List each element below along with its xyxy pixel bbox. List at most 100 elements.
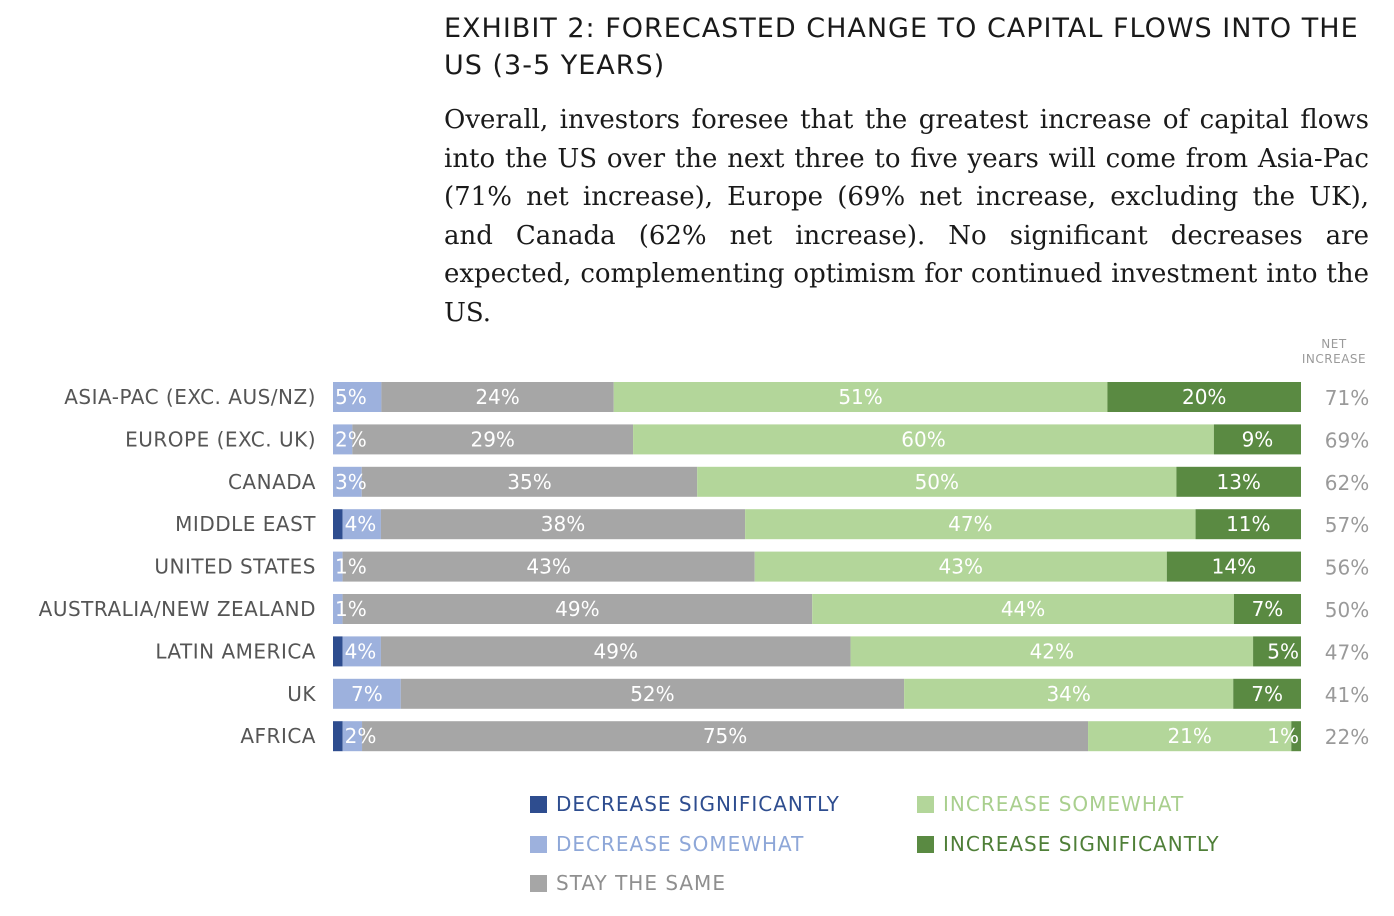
bar-segment-increase-somewhat [1088,721,1292,752]
bar-segment-stay-the-same [380,636,851,667]
bar-segment-decrease-somewhat [333,424,353,455]
data-label-increase-somewhat: 44% [1001,597,1045,621]
data-label-decrease-somewhat: 2% [345,724,377,748]
bar-segment-increase-somewhat [613,382,1108,412]
bar-segment-stay-the-same [361,466,698,497]
bar-segment-increase-significantly [1176,466,1301,497]
bar-segment-decrease-somewhat [333,594,343,624]
bar-segment-decrease-somewhat [333,551,343,582]
category-label: UK [287,682,316,706]
chart-title: EXHIBIT 2: FORECASTED CHANGE TO CAPITAL … [444,13,1359,81]
data-label-decrease-somewhat: 2% [335,427,367,451]
net-increase-value: 47% [1325,640,1369,664]
category-label: EUROPE (EXC. UK) [125,427,316,451]
net-increase-value: 41% [1325,683,1369,707]
net-increase-value: 50% [1325,598,1369,622]
bar-segment-increase-significantly [1195,509,1301,540]
data-label-increase-significantly: 14% [1212,555,1256,579]
data-label-decrease-somewhat: 1% [335,597,367,621]
category-label: AFRICA [240,724,316,748]
data-label-increase-significantly: 7% [1251,682,1283,706]
data-label-decrease-somewhat: 3% [335,470,367,494]
net-increase-value: 22% [1325,725,1369,749]
bar-segment-decrease-somewhat [342,721,363,752]
bar-segment-decrease-somewhat [333,382,382,412]
bar-segment-increase-somewhat [812,594,1234,624]
bar-segment-increase-somewhat [850,636,1254,667]
data-label-increase-somewhat: 43% [939,555,983,579]
bar-segment-decrease-somewhat [333,678,401,709]
data-label-increase-significantly: 20% [1182,385,1226,409]
data-label-increase-significantly: 5% [1267,639,1299,663]
legend-swatch-decrease-somewhat [530,835,547,853]
data-label-stay-the-same: 52% [630,682,674,706]
data-label-stay-the-same: 43% [526,555,570,579]
bar-segment-increase-somewhat [633,424,1214,455]
data-label-increase-somewhat: 42% [1030,639,1074,663]
data-label-increase-significantly: 7% [1252,597,1284,621]
bar-segment-increase-somewhat [697,466,1177,497]
data-label-stay-the-same: 75% [703,724,747,748]
category-label: MIDDLE EAST [175,512,316,536]
legend-label-increase-somewhat: INCREASE SOMEWHAT [943,792,1185,816]
data-label-stay-the-same: 24% [475,385,519,409]
bar-segment-stay-the-same [381,382,614,412]
data-label-increase-somewhat: 51% [838,385,882,409]
bar-segment-decrease-somewhat [333,466,362,497]
category-label: AUSTRALIA/NEW ZEALAND [39,597,316,621]
bar-segment-stay-the-same [400,678,905,709]
data-label-stay-the-same: 49% [594,639,638,663]
data-label-decrease-somewhat: 4% [345,512,377,536]
bar-segment-increase-significantly [1291,721,1301,752]
category-label: ASIA-PAC (EXC. AUS/NZ) [64,385,316,409]
bar-segment-increase-significantly [1166,551,1301,582]
data-label-increase-significantly: 1% [1267,724,1299,748]
data-label-increase-significantly: 9% [1242,427,1274,451]
data-label-decrease-somewhat: 7% [351,682,383,706]
legend-label-decrease-significantly: DECREASE SIGNIFICANTLY [556,792,840,816]
data-label-increase-significantly: 11% [1226,512,1270,536]
net-increase-value: 71% [1325,386,1369,410]
data-label-decrease-somewhat: 4% [345,639,377,663]
data-label-increase-somewhat: 34% [1046,682,1090,706]
legend-label-increase-significantly: INCREASE SIGNIFICANTLY [943,832,1220,856]
data-label-increase-significantly: 13% [1216,470,1260,494]
legend-item-increase-somewhat: INCREASE SOMEWHAT [917,789,1184,819]
legend-swatch-increase-significantly [917,835,934,853]
data-label-increase-somewhat: 47% [948,512,992,536]
legend-label-stay-the-same: STAY THE SAME [556,871,726,895]
legend-item-decrease-significantly: DECREASE SIGNIFICANTLY [530,789,840,819]
net-increase-header-1: NET [1321,337,1347,351]
net-increase-value: 69% [1325,428,1369,452]
bar-segment-increase-significantly [1233,594,1301,624]
bar-segment-stay-the-same [342,551,755,582]
bar-segment-decrease-significantly [333,636,343,667]
bar-segment-increase-significantly [1213,424,1301,455]
category-label: CANADA [228,470,316,494]
data-label-decrease-somewhat: 5% [335,385,367,409]
net-increase-header-2: INCREASE [1302,352,1366,366]
bar-segment-decrease-somewhat [342,509,381,540]
data-label-decrease-somewhat: 1% [335,555,367,579]
bar-segment-increase-significantly [1233,678,1301,709]
data-label-increase-somewhat: 60% [901,427,945,451]
data-label-stay-the-same: 49% [555,597,599,621]
net-increase-value: 57% [1325,513,1369,537]
bar-segment-increase-somewhat [754,551,1167,582]
bar-segment-stay-the-same [352,424,634,455]
legend-swatch-increase-somewhat [917,795,934,813]
net-increase-value: 62% [1325,471,1369,495]
bar-segment-increase-significantly [1107,382,1301,412]
bar-segment-decrease-significantly [333,721,343,752]
category-label: LATIN AMERICA [155,639,316,663]
chart-description: Overall, investors foresee that the grea… [444,105,1369,328]
data-label-increase-somewhat: 50% [915,470,959,494]
bar-segment-increase-somewhat [904,678,1234,709]
legend-label-decrease-somewhat: DECREASE SOMEWHAT [556,832,805,856]
legend-item-decrease-somewhat: DECREASE SOMEWHAT [530,829,804,859]
data-label-stay-the-same: 38% [541,512,585,536]
legend-item-increase-significantly: INCREASE SIGNIFICANTLY [917,829,1220,859]
bar-segment-increase-significantly [1253,636,1301,667]
bar-segment-stay-the-same [362,721,1089,752]
